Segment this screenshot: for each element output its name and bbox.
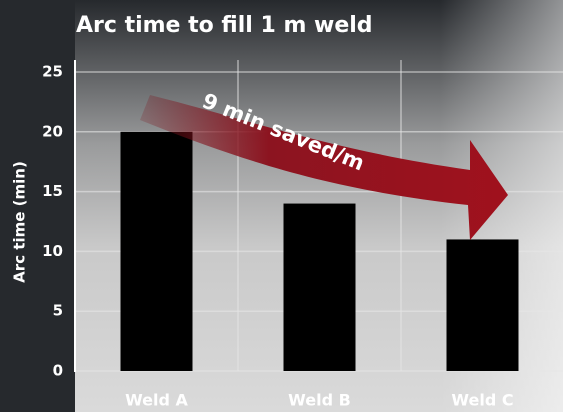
y-tick-label: 15 xyxy=(42,182,63,200)
y-axis-label: Arc time (min) xyxy=(11,161,29,283)
x-tick-label: Weld B xyxy=(288,391,351,410)
y-tick-label: 20 xyxy=(42,122,63,140)
bar xyxy=(284,204,356,371)
y-tick-label: 5 xyxy=(53,302,63,320)
y-tick-label: 10 xyxy=(42,242,63,260)
bar xyxy=(121,132,193,371)
page: 9 min saved/m Arc time to fill 1 m weld … xyxy=(0,0,563,412)
y-tick-label: 25 xyxy=(42,63,63,81)
x-tick-label: Weld A xyxy=(125,391,188,410)
x-tick-label: Weld C xyxy=(451,391,513,410)
bar xyxy=(447,239,519,371)
chart: 9 min saved/m Arc time to fill 1 m weld … xyxy=(0,0,563,412)
chart-title: Arc time to fill 1 m weld xyxy=(76,13,373,38)
y-tick-label: 0 xyxy=(53,362,63,380)
